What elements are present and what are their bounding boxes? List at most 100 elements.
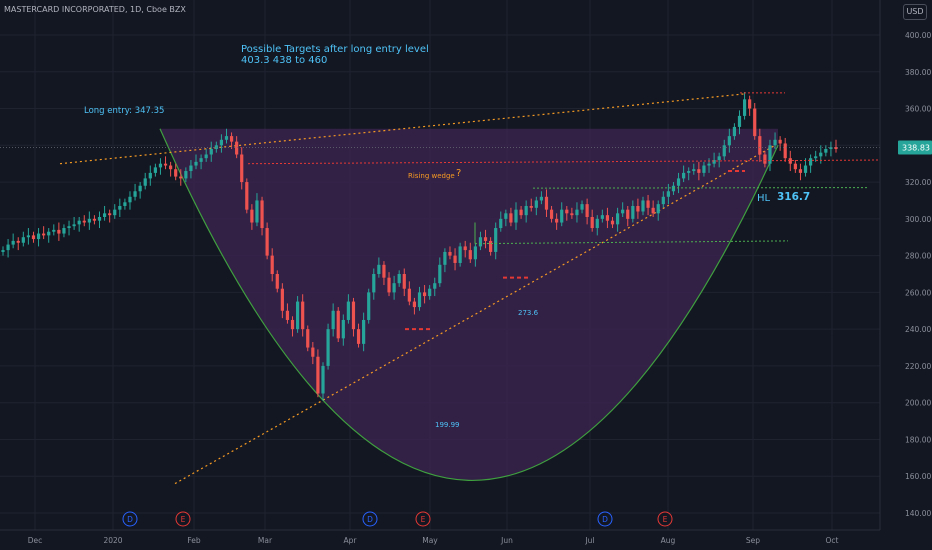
candle-body	[174, 169, 178, 177]
candle-body	[311, 347, 315, 357]
current-price-badge	[898, 140, 932, 155]
candle-body	[524, 205, 528, 216]
candle-body	[529, 205, 533, 208]
y-tick-label: 320.00	[905, 178, 931, 187]
candle-body	[341, 319, 345, 339]
candle-body	[47, 231, 51, 236]
level-273-label: 273.6	[518, 309, 539, 317]
candle-body	[346, 301, 350, 320]
candle-body	[265, 228, 269, 256]
candle-body	[179, 176, 183, 179]
candle-body	[448, 251, 452, 256]
candle-body	[809, 158, 813, 166]
candle-body	[128, 196, 132, 203]
candle-body	[438, 264, 442, 284]
x-tick-label: Oct	[826, 536, 839, 545]
candle-body	[169, 165, 173, 170]
candle-body	[671, 185, 676, 192]
candle-body	[605, 215, 610, 221]
candle-body	[21, 237, 25, 243]
candle-body	[697, 169, 701, 173]
event-marker-label: E	[663, 515, 668, 524]
candle-body	[732, 126, 737, 137]
candle-body	[1, 250, 5, 252]
candle-body	[377, 264, 381, 274]
candle-body	[138, 185, 142, 192]
candle-body	[834, 147, 838, 149]
candle-body	[788, 158, 792, 164]
candle-body	[651, 207, 655, 214]
candle-body	[656, 204, 660, 214]
candle-body	[133, 191, 137, 197]
candle-body	[824, 148, 828, 153]
candle-body	[316, 356, 320, 394]
event-marker-label: E	[421, 515, 426, 524]
candle-body	[42, 233, 46, 236]
earnings-marker	[657, 511, 673, 527]
candle-body	[108, 213, 112, 216]
candle-body	[565, 209, 569, 214]
candle-body	[77, 220, 81, 225]
candle-body	[798, 169, 803, 173]
candle-body	[636, 205, 640, 212]
candle-body	[514, 209, 518, 223]
candle-body	[428, 288, 432, 297]
candle-body	[763, 154, 767, 164]
cup-fill	[160, 128, 778, 481]
candle-body	[534, 200, 538, 208]
candle-body	[301, 301, 305, 330]
hl-value: 316.7	[777, 191, 810, 203]
earnings-marker	[415, 511, 431, 527]
candle-body	[113, 209, 117, 216]
x-axis: Dec 2020 Feb Mar Apr May Jun Jul Aug Sep Oct	[0, 529, 880, 545]
hl-label: HL	[757, 193, 771, 204]
candle-body	[356, 329, 361, 344]
y-tick-label: 160.00	[905, 472, 931, 481]
candle-body	[255, 200, 259, 223]
candle-body	[539, 196, 544, 201]
dividend-marker	[122, 511, 138, 527]
candle-body	[209, 148, 213, 155]
targets-values: 403.3 438 to 460	[241, 55, 327, 66]
candle-body	[184, 171, 188, 179]
candle-body	[722, 145, 726, 157]
candle-body	[97, 217, 102, 221]
candle-body	[275, 274, 279, 289]
candle-body	[199, 158, 203, 162]
candle-body	[443, 251, 447, 265]
candle-body	[235, 141, 239, 155]
candle-body	[829, 147, 833, 149]
dividend-marker	[597, 511, 613, 527]
candle-body	[478, 237, 483, 247]
candle-body	[717, 156, 721, 161]
candle-body	[814, 156, 818, 159]
x-tick-label: Apr	[344, 536, 358, 545]
candle-body	[631, 205, 635, 219]
candle-body	[575, 209, 579, 216]
candle-body	[219, 139, 224, 146]
x-tick-label: Aug	[661, 536, 676, 545]
candle-body	[758, 136, 762, 155]
currency-button[interactable]: USD	[903, 4, 927, 20]
candle-body	[727, 136, 731, 146]
candle-body	[549, 209, 554, 219]
candle-body	[67, 226, 71, 229]
candle-body	[36, 233, 41, 240]
y-axis: 140.00 160.00 180.00 200.00 220.00 240.00 260.…	[879, 0, 932, 530]
candle-body	[819, 152, 823, 157]
annotations: Possible Targets after long entry level4…	[84, 44, 810, 429]
candle-body	[407, 288, 411, 302]
candle-body	[290, 319, 295, 330]
cup-curve	[159, 128, 779, 481]
candle-body	[748, 99, 752, 109]
candle-body	[26, 235, 30, 238]
candle-body	[11, 240, 15, 245]
candle-body	[753, 108, 757, 137]
x-tick-label: May	[422, 536, 438, 545]
candle-body	[626, 209, 630, 219]
candle-body	[306, 329, 310, 348]
candle-body	[417, 292, 422, 308]
red-level-line	[247, 159, 881, 165]
y-tick-label: 140.00	[905, 509, 931, 518]
